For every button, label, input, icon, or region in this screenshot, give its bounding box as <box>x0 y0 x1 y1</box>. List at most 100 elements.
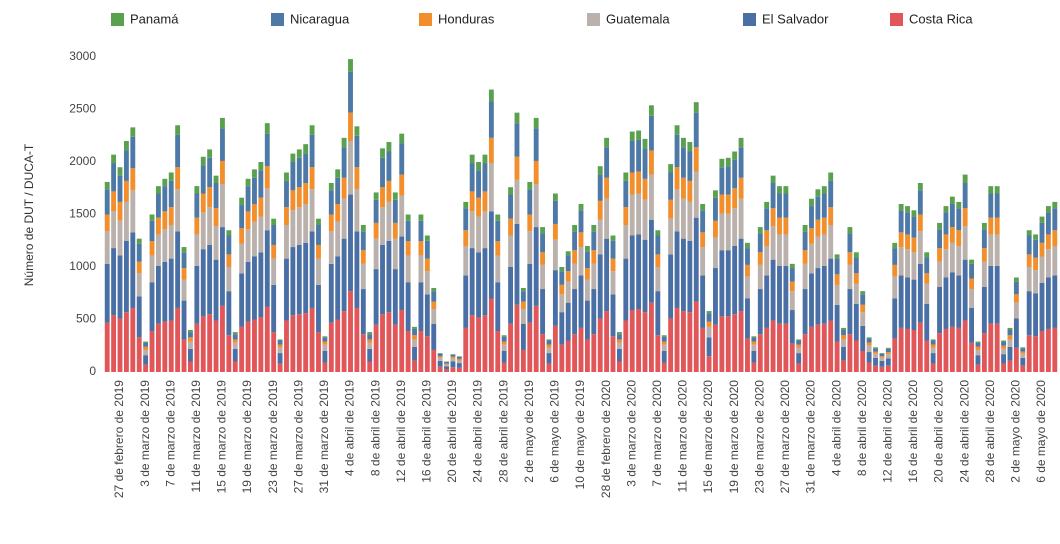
x-tick-label: 7 de marzo de 2019 <box>163 380 177 487</box>
bar-segment <box>1013 277 1019 282</box>
bar-segment <box>316 284 321 333</box>
bar-segment <box>514 223 520 305</box>
bar-segment <box>636 130 642 140</box>
bar-segment <box>226 335 232 372</box>
x-tick-label: 28 de febrero de 2020 <box>599 380 613 498</box>
bar-segment <box>213 226 219 260</box>
bar-segment <box>757 252 763 265</box>
bar-segment <box>1039 216 1045 223</box>
bar-segment <box>956 230 962 246</box>
bar-segment <box>751 351 757 363</box>
bar-segment <box>501 344 507 351</box>
bar-segment <box>981 248 987 262</box>
bar-segment <box>418 331 424 372</box>
bar-segment <box>796 340 802 345</box>
bar-segment <box>316 218 321 225</box>
bar-segment <box>437 356 443 358</box>
bar-segment <box>905 206 910 213</box>
bar-segment <box>450 356 456 359</box>
bar-segment <box>181 279 187 301</box>
bar-segment <box>194 265 200 324</box>
bar-segment <box>1001 348 1007 355</box>
bar-segment <box>866 337 872 339</box>
bar-segment <box>892 242 898 249</box>
bar-segment <box>1013 281 1019 295</box>
bar-segment <box>591 225 597 232</box>
bar-segment <box>757 289 763 335</box>
bar-segment <box>917 263 923 323</box>
bar-segment <box>860 291 866 295</box>
x-tick-label: 19 de marzo de 2020 <box>727 380 741 494</box>
bar-segment <box>104 181 110 190</box>
bar-segment <box>386 201 392 241</box>
bar-segment <box>745 264 750 277</box>
bar-segment <box>777 186 782 194</box>
bar-segment <box>367 361 373 372</box>
bar-segment <box>674 307 680 372</box>
bar-segment <box>450 367 456 372</box>
bar-segment <box>828 180 834 208</box>
bar-segment <box>149 282 155 332</box>
bar-segment <box>533 305 539 372</box>
bar-segment <box>828 320 834 372</box>
bar-segment <box>303 183 309 204</box>
bar-segment <box>328 231 334 264</box>
bar-segment <box>380 207 385 245</box>
bar-segment <box>348 59 353 72</box>
bar-segment <box>610 235 616 241</box>
bar-segment <box>687 151 693 181</box>
bar-segment <box>341 137 347 148</box>
bar-segment <box>444 369 449 372</box>
bar-segment <box>258 170 264 198</box>
bar-segment <box>501 336 507 342</box>
bar-segment <box>264 166 270 189</box>
bar-segment <box>879 353 885 354</box>
bar-segment <box>700 275 706 328</box>
bar-segment <box>719 316 725 372</box>
bar-segment <box>853 252 859 258</box>
bar-segment <box>802 250 808 264</box>
bar-segment <box>540 264 546 290</box>
bar-segment <box>200 249 206 317</box>
bar-segment <box>681 238 686 312</box>
bar-segment <box>713 197 718 221</box>
bar-segment <box>431 349 437 372</box>
bar-segment <box>789 310 795 344</box>
bar-segment <box>911 252 917 280</box>
bar-segment <box>1007 327 1013 330</box>
bar-segment <box>239 243 245 274</box>
bar-segment <box>316 225 321 245</box>
bar-segment <box>117 175 123 202</box>
bar-segment <box>956 275 962 328</box>
bar-segment <box>661 362 667 372</box>
bar-segment <box>424 235 430 241</box>
bar-segment <box>706 321 712 327</box>
bar-segment <box>514 156 520 180</box>
bar-segment <box>296 207 302 245</box>
bar-segment <box>271 244 277 259</box>
bar-segment <box>681 177 686 199</box>
bar-segment <box>905 249 910 278</box>
bar-segment <box>290 247 296 316</box>
bar-segment <box>700 232 706 248</box>
bar-segment <box>373 192 379 200</box>
bar-segment <box>847 227 853 234</box>
bar-segment <box>303 144 309 154</box>
bar-segment <box>155 234 161 266</box>
bar-segment <box>821 323 827 372</box>
bar-segment <box>892 264 898 277</box>
bar-segment <box>508 235 514 267</box>
bar-segment <box>745 276 750 299</box>
bar-segment <box>424 258 430 272</box>
bar-segment <box>290 153 296 162</box>
bar-segment <box>719 250 725 317</box>
bar-segment <box>175 307 181 372</box>
bar-segment <box>412 339 417 347</box>
bar-segment <box>597 254 603 319</box>
bar-segment <box>277 339 283 341</box>
bar-segment <box>476 162 481 171</box>
bar-segment <box>924 340 930 372</box>
bar-segment <box>418 214 424 221</box>
bar-segment <box>873 348 878 352</box>
bar-segment <box>751 341 757 345</box>
